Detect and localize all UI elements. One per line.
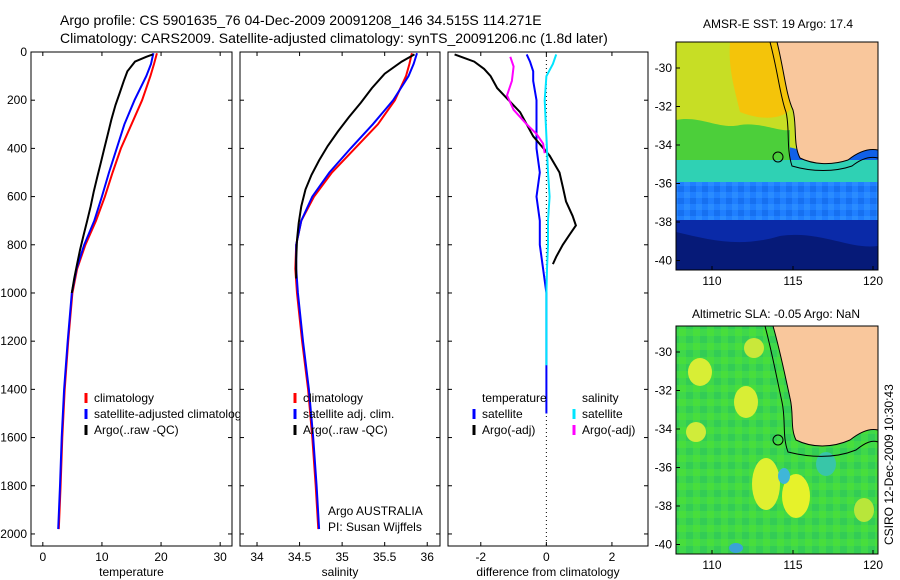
- sla-map-land: [773, 326, 878, 446]
- y-tick-label: 1400: [0, 382, 27, 396]
- legend-label: satellite-adjusted climatology: [94, 407, 247, 421]
- legend-label: Argo(..raw -QC): [94, 423, 179, 437]
- y-tick-label: 400: [7, 141, 27, 155]
- annotation-pi: PI: Susan Wijffels: [328, 520, 422, 534]
- lon-tick-label: 120: [863, 558, 883, 572]
- y-tick-label: 600: [7, 190, 27, 204]
- lon-tick-label: 110: [702, 558, 721, 572]
- plot-frame: [447, 51, 649, 547]
- y-tick-label: 1600: [0, 431, 27, 445]
- lon-tick-label: 115: [783, 274, 802, 288]
- legend-label: Argo(..raw -QC): [303, 423, 388, 437]
- y-tick-label: 2000: [0, 527, 27, 541]
- series-line-2: [543, 54, 558, 366]
- legend-label: satellite: [482, 407, 523, 421]
- lat-tick-label: -38: [655, 499, 673, 513]
- sla-map-title: Altimetric SLA: -0.05 Argo: NaN: [692, 307, 860, 321]
- lat-tick-label: -36: [655, 177, 673, 191]
- lat-tick-label: -34: [655, 422, 673, 436]
- x-tick-label: 35: [335, 550, 349, 564]
- series-line-3: [505, 56, 546, 154]
- x-tick-label: 0: [543, 550, 550, 564]
- salinity-panel: 34 34.5 35 35.5 36 salinity climatology satelli…: [239, 51, 441, 579]
- legend-heading: temperature: [482, 391, 547, 405]
- x-tick-label: 30: [213, 550, 227, 564]
- side-timestamp-label: CSIRO 12-Dec-2009 10:30:43: [882, 384, 896, 545]
- series-line-1: [454, 53, 578, 265]
- lat-tick-label: -30: [655, 345, 673, 359]
- x-axis-label: difference from climatology: [476, 565, 619, 579]
- lat-tick-label: -34: [655, 138, 673, 152]
- y-tick-label: 1000: [0, 286, 27, 300]
- legend-label: satellite: [582, 407, 623, 421]
- x-tick-label: -2: [475, 550, 486, 564]
- x-tick-label: 20: [154, 550, 168, 564]
- lat-tick-label: -32: [655, 384, 673, 398]
- legend-label: climatology: [303, 391, 363, 405]
- y-tick-label: 200: [7, 93, 27, 107]
- header-line2: Climatology: CARS2009. Satellite-adjuste…: [60, 30, 608, 46]
- sst-map-title: AMSR-E SST: 19 Argo: 17.4: [703, 17, 853, 31]
- lat-tick-label: -32: [655, 100, 673, 114]
- x-tick-label: 34.5: [288, 550, 312, 564]
- x-tick-label: 0: [39, 550, 46, 564]
- sst-map: AMSR-E SST: 19 Argo: 17.4 110 115 120 -30 -3…: [655, 17, 884, 288]
- lat-tick-label: -40: [655, 254, 673, 268]
- y-tick-label: 800: [7, 238, 27, 252]
- sst-float-marker: [772, 151, 784, 163]
- lat-tick-label: -38: [655, 215, 673, 229]
- series-line-1: [295, 52, 418, 530]
- sst-map-land: [777, 42, 878, 164]
- plot-frame: [239, 51, 441, 547]
- sla-map-axes: 110 115 120 -30 -32 -34 -36 -38 -40: [655, 345, 884, 572]
- y-tick-label: 1200: [0, 334, 27, 348]
- lat-tick-label: -40: [655, 538, 673, 552]
- lon-tick-label: 115: [783, 558, 802, 572]
- legend-label: satellite adj. clim.: [303, 407, 394, 421]
- lon-tick-label: 110: [702, 274, 721, 288]
- legend-heading: salinity: [582, 391, 619, 405]
- legend-label: climatology: [94, 391, 154, 405]
- series-line-2: [295, 53, 415, 279]
- x-tick-label: 34: [250, 550, 264, 564]
- legend-label: Argo(-adj): [582, 423, 635, 437]
- sst-map-axes: 110 115 120 -30 -32 -34 -36 -38 -40: [655, 61, 884, 288]
- lat-tick-label: -36: [655, 461, 673, 475]
- y-tick-label: 0: [20, 45, 27, 59]
- annotation-argo-australia: Argo AUSTRALIA: [328, 504, 423, 518]
- plot-frame: [30, 51, 233, 547]
- header-line1: Argo profile: CS 5901635_76 04-Dec-2009 …: [60, 12, 542, 28]
- lon-tick-label: 120: [863, 274, 883, 288]
- sla-map: Altimetric SLA: -0.05 Argo: NaN 110 115 12…: [655, 307, 884, 572]
- series-line-1: [57, 52, 155, 530]
- x-axis-label: salinity: [322, 565, 359, 579]
- y-tick-label: 1800: [0, 479, 27, 493]
- x-tick-label: 10: [95, 550, 109, 564]
- legend-label: Argo(-adj): [482, 423, 535, 437]
- series-line-2: [70, 53, 154, 294]
- temperature-panel: 0 10 20 30 temperature 0 200 400 600 800 1000 1200 1…: [0, 45, 247, 579]
- lat-tick-label: -30: [655, 61, 673, 75]
- x-tick-label: 36: [421, 550, 435, 564]
- sla-float-marker: [772, 434, 784, 446]
- x-tick-label: 35.5: [373, 550, 397, 564]
- x-axis-label: temperature: [99, 565, 164, 579]
- x-tick-label: 2: [609, 550, 616, 564]
